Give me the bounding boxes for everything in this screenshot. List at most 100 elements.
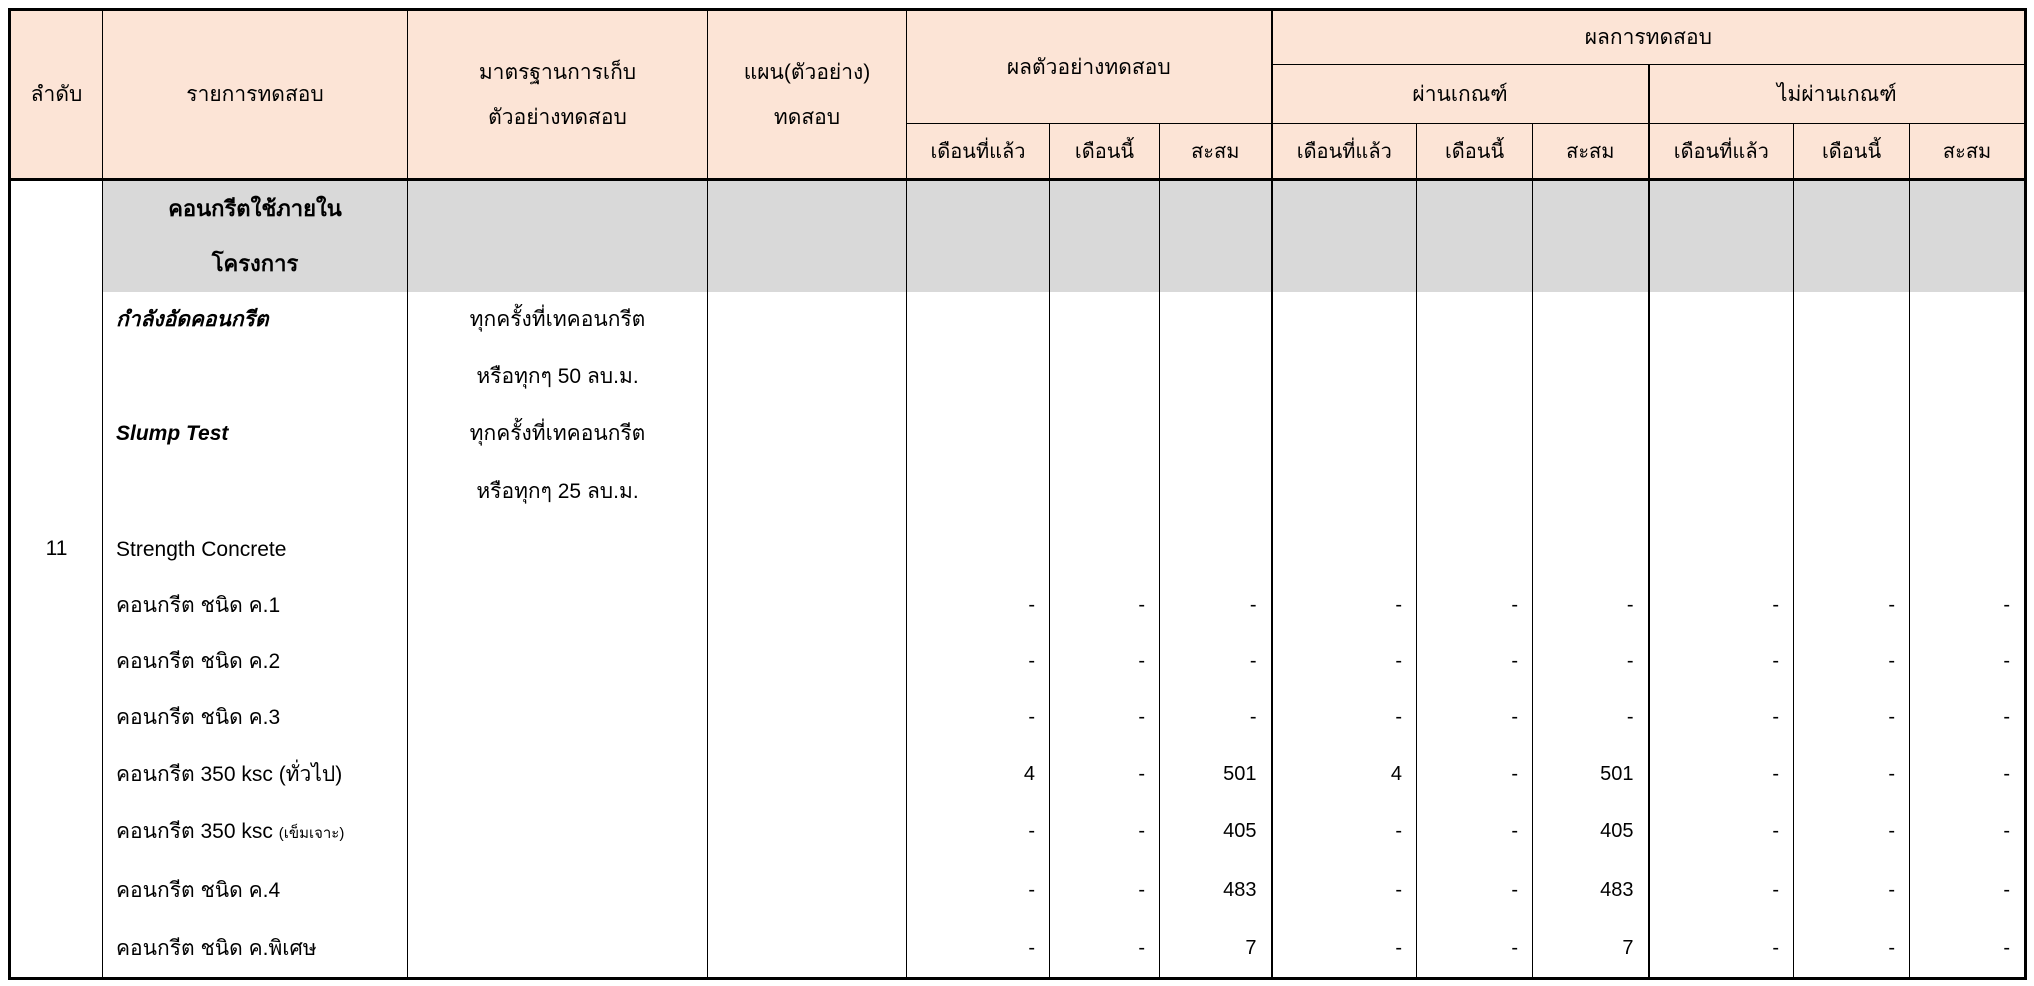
value-cell: - [1909, 860, 2027, 921]
value-cell: - [1647, 802, 1795, 861]
value-cell [1793, 347, 1911, 406]
value-cell: - [1909, 689, 2027, 746]
value-cell [1416, 521, 1534, 578]
plan-cell [707, 745, 907, 803]
value-cell [1270, 521, 1418, 578]
value-cell [1416, 347, 1534, 406]
header-row-periods: เดือนที่แล้ว เดือนนี้ สะสม เดือนที่แล้ว … [10, 123, 2027, 181]
value-cell: - [1416, 860, 1534, 921]
standard-cell: หรือทุกๆ 25 ลบ.ม. [407, 461, 708, 522]
value-cell: - [1270, 802, 1418, 861]
header-pass-cumulative: สะสม [1532, 123, 1650, 181]
section-title-line2: โครงการ [211, 251, 299, 277]
header-sample-last-month: เดือนที่แล้ว [906, 123, 1050, 181]
sequence-number-cell: 11 [9, 179, 103, 979]
table-row: คอนกรีต 350 ksc (ทั่วไป) 4 - 501 4 - 501… [10, 745, 2027, 803]
value-cell: - [1416, 745, 1534, 803]
test-name-cell: คอนกรีต 350 ksc (ทั่วไป) [102, 745, 408, 803]
value-cell [1270, 291, 1418, 348]
value-cell: - [1793, 689, 1911, 746]
test-name-cell: Slump Test [102, 405, 408, 462]
value-cell: - [1532, 689, 1650, 746]
value-cell [1793, 521, 1911, 578]
table-row: คอนกรีต ชนิด ค.4 - - 483 - - 483 - - - [10, 860, 2027, 921]
table-row: Slump Test ทุกครั้งที่เทคอนกรีต [10, 405, 2027, 462]
value-cell [906, 521, 1050, 578]
value-cell [1793, 405, 1911, 462]
value-cell: - [1909, 802, 2027, 861]
section-row: 11 คอนกรีตใช้ภายใน โครงการ [9, 179, 2027, 979]
value-cell: 483 [1532, 860, 1650, 921]
header-standard-line2: ตัวอย่างทดสอบ [488, 105, 627, 129]
header-fail-cumulative: สะสม [1909, 123, 2027, 181]
standard-cell: ทุกครั้งที่เทคอนกรีต [407, 291, 708, 348]
value-cell: - [906, 689, 1050, 746]
value-cell [1270, 461, 1418, 522]
value-cell: - [1416, 920, 1534, 979]
section-cell [906, 179, 1050, 292]
concrete-test-report-table: ลำดับ รายการทดสอบ มาตรฐานการเก็บ ตัวอย่า… [8, 8, 2028, 980]
value-cell: - [906, 920, 1050, 979]
value-cell [1909, 347, 2027, 406]
value-cell: - [1049, 860, 1160, 921]
value-cell [1532, 461, 1650, 522]
header-sample-this-month: เดือนนี้ [1049, 123, 1160, 181]
value-cell [1158, 461, 1273, 522]
test-name-cell: Strength Concrete [102, 521, 408, 578]
header-sample-cumulative: สะสม [1158, 123, 1273, 181]
value-cell: 501 [1158, 745, 1273, 803]
header-fail-last-month: เดือนที่แล้ว [1647, 123, 1795, 181]
standard-cell [407, 920, 708, 979]
plan-cell [707, 860, 907, 921]
value-cell [1647, 405, 1795, 462]
value-cell: - [1049, 745, 1160, 803]
table-row: คอนกรีต ชนิด ค.พิเศษ - - 7 - - 7 - - - [10, 920, 2027, 979]
value-cell: - [1532, 577, 1650, 634]
value-cell [1532, 405, 1650, 462]
header-group-sample-results: ผลตัวอย่างทดสอบ [905, 9, 1273, 124]
value-cell: - [1049, 577, 1160, 634]
test-name-cell: คอนกรีต 350 ksc (เข็มเจาะ) [102, 802, 408, 861]
plan-cell [707, 405, 907, 462]
value-cell [1270, 347, 1418, 406]
test-name-cell: คอนกรีต ชนิด ค.2 [102, 633, 408, 690]
section-cell [1270, 179, 1418, 292]
test-name-label: คอนกรีต 350 ksc [116, 820, 273, 843]
value-cell [1647, 347, 1795, 406]
value-cell: - [1532, 633, 1650, 690]
value-cell: - [1270, 577, 1418, 634]
table-row: คอนกรีต ชนิด ค.3 - - - - - - - - - [10, 689, 2027, 746]
test-name-cell: คอนกรีต ชนิด ค.1 [102, 577, 408, 634]
table-row: คอนกรีต ชนิด ค.1 - - - - - - - - - [10, 577, 2027, 634]
section-cell [1647, 179, 1795, 292]
test-name-cell: คอนกรีต ชนิด ค.พิเศษ [102, 920, 408, 979]
value-cell: - [1793, 577, 1911, 634]
value-cell: - [1647, 689, 1795, 746]
table-row: คอนกรีต 350 ksc (เข็มเจาะ) - - 405 - - 4… [10, 802, 2027, 861]
header-pass-this-month: เดือนนี้ [1416, 123, 1534, 181]
value-cell [1532, 521, 1650, 578]
value-cell [1647, 461, 1795, 522]
standard-cell: ทุกครั้งที่เทคอนกรีต [407, 405, 708, 462]
value-cell [1416, 291, 1534, 348]
value-cell: - [1793, 633, 1911, 690]
header-plan-line1: แผน(ตัวอย่าง) [743, 60, 871, 84]
plan-cell [707, 633, 907, 690]
header-seq: ลำดับ [9, 9, 103, 181]
value-cell [1909, 291, 2027, 348]
value-cell: 7 [1158, 920, 1273, 979]
standard-cell [407, 689, 708, 746]
value-cell: - [1647, 860, 1795, 921]
header-group-test-results: ผลการทดสอบ [1270, 9, 2027, 65]
value-cell: - [1270, 860, 1418, 921]
value-cell: 501 [1532, 745, 1650, 803]
value-cell: - [1909, 745, 2027, 803]
value-cell [1647, 521, 1795, 578]
value-cell [906, 405, 1050, 462]
value-cell: 405 [1532, 802, 1650, 861]
section-cell [707, 179, 907, 292]
value-cell [1647, 291, 1795, 348]
standard-cell [407, 860, 708, 921]
value-cell: - [1158, 577, 1273, 634]
value-cell: - [1270, 689, 1418, 746]
